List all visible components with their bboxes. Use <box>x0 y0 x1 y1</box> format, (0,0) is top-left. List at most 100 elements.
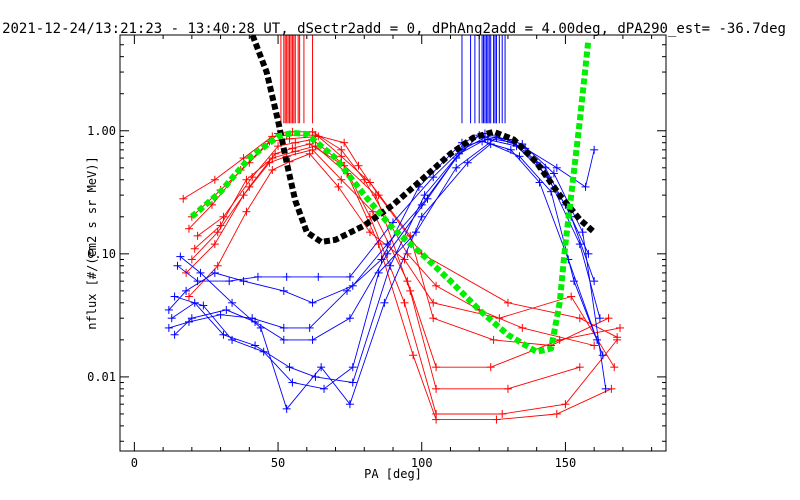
red-data-point <box>503 298 512 307</box>
red-data-point <box>432 281 441 290</box>
red-data-point <box>334 182 343 191</box>
y-tick-label: 0.01 <box>87 370 116 384</box>
blue-data-point <box>570 277 579 286</box>
blue-data-point <box>374 268 383 277</box>
blue-data-point <box>256 323 265 332</box>
red-data-point <box>337 175 346 184</box>
blue-data-point <box>308 335 317 344</box>
blue-data-point <box>253 272 262 281</box>
blue-data-point <box>552 163 561 172</box>
red-data-point <box>268 165 277 174</box>
black-fit-curve <box>249 35 597 245</box>
red-data-point <box>590 341 599 350</box>
red-data-point <box>429 314 438 323</box>
axis-layer: 0 50 100 150 0.01 0.10 1.00 <box>87 34 666 470</box>
red-data-point <box>354 161 363 170</box>
blue-data-point <box>248 314 257 323</box>
x-tick-label: 150 <box>555 456 577 470</box>
red-data-point <box>575 363 584 372</box>
blue-data-point <box>549 169 558 178</box>
blue-data-point <box>164 305 173 314</box>
y-axis-label: nflux [#/(cm2 s sr MeV)] <box>85 156 99 329</box>
y-tick-label: 0.10 <box>87 247 116 261</box>
blue-data-point <box>535 178 544 187</box>
red-series-line <box>191 143 618 415</box>
blue-data-point <box>193 277 202 286</box>
red-data-point <box>305 140 314 149</box>
blue-data-point <box>417 200 426 209</box>
blue-data-point <box>239 277 248 286</box>
blue-data-point <box>320 384 329 393</box>
blue-data-point <box>483 135 492 144</box>
red-data-point <box>187 255 196 264</box>
red-data-point <box>239 191 248 200</box>
blue-data-point <box>225 277 234 286</box>
red-data-point <box>219 212 228 221</box>
blue-data-point <box>578 228 587 237</box>
red-data-point <box>210 240 219 249</box>
blue-data-point <box>308 298 317 307</box>
red-data-point <box>271 149 280 158</box>
blue-data-point <box>219 330 228 339</box>
red-data-point <box>371 191 380 200</box>
blue-data-point <box>282 272 291 281</box>
red-data-point <box>179 194 188 203</box>
red-data-point <box>403 249 412 258</box>
blue-data-point <box>345 314 354 323</box>
red-data-point <box>498 409 507 418</box>
blue-data-point <box>222 305 231 314</box>
red-data-point <box>575 314 584 323</box>
blue-data-point <box>182 286 191 295</box>
blue-data-point <box>196 268 205 277</box>
red-data-point <box>432 363 441 372</box>
red-data-point <box>216 221 225 230</box>
blue-data-point <box>317 363 326 372</box>
red-data-point <box>268 154 277 163</box>
red-series-line <box>194 145 612 421</box>
red-data-point <box>242 207 251 216</box>
blue-data-point <box>386 261 395 270</box>
red-data-point <box>213 228 222 237</box>
red-data-point <box>486 363 495 372</box>
blue-data-point <box>590 145 599 154</box>
x-tick-label: 50 <box>271 456 285 470</box>
blue-data-point <box>314 272 323 281</box>
red-data-point <box>567 292 576 301</box>
data-layer <box>164 35 625 424</box>
blue-data-point <box>377 255 386 264</box>
blue-data-point <box>282 404 291 413</box>
red-data-point <box>242 175 251 184</box>
blue-data-point <box>170 292 179 301</box>
blue-data-point <box>581 182 590 191</box>
blue-data-point <box>305 323 314 332</box>
red-data-point <box>613 335 622 344</box>
red-data-point <box>193 231 202 240</box>
blue-data-point <box>216 310 225 319</box>
red-data-point <box>604 314 613 323</box>
red-series-line <box>191 131 595 346</box>
green-fit-curve <box>189 39 592 355</box>
blue-data-point <box>210 268 219 277</box>
red-data-point <box>274 142 283 151</box>
red-data-point <box>366 178 375 187</box>
red-data-point <box>610 363 619 372</box>
blue-data-point <box>176 252 185 261</box>
blue-data-point <box>348 363 357 372</box>
red-data-point <box>265 158 274 167</box>
blue-data-point <box>199 301 208 310</box>
x-tick-label: 0 <box>131 456 138 470</box>
blue-data-point <box>285 363 294 372</box>
blue-data-point <box>417 212 426 221</box>
blue-data-point <box>478 137 487 146</box>
red-data-point <box>518 323 527 332</box>
red-data-point <box>400 298 409 307</box>
blue-data-point <box>463 158 472 167</box>
blue-data-point <box>411 228 420 237</box>
chart-title: 2021-12-24/13:21:23 - 13:40:28 UT, dSect… <box>2 21 786 37</box>
blue-data-point <box>259 347 268 356</box>
y-tick-label: 1.00 <box>87 124 116 138</box>
blue-data-point <box>228 335 237 344</box>
blue-data-point <box>279 335 288 344</box>
red-data-point <box>495 314 504 323</box>
